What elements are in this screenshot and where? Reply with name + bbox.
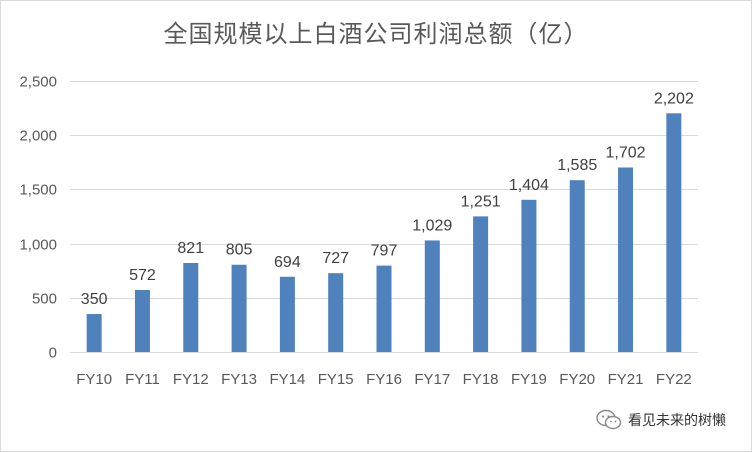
bar <box>328 273 344 352</box>
bar <box>569 180 585 352</box>
data-label: 797 <box>371 243 398 260</box>
data-label: 1,702 <box>606 145 646 162</box>
y-axis-ticks: 0 500 1,000 1,500 2,000 2,500 <box>19 74 57 362</box>
x-tick-label: FY20 <box>559 371 595 388</box>
bar <box>521 199 537 352</box>
x-tick-label: FY16 <box>366 371 402 388</box>
bar <box>424 240 440 352</box>
bar <box>618 167 634 352</box>
wechat-icon <box>596 409 622 431</box>
x-tick-label: FY11 <box>125 371 160 388</box>
bar <box>86 314 102 352</box>
data-label: 1,404 <box>509 177 549 194</box>
x-tick-label: FY10 <box>76 371 112 388</box>
bar <box>231 264 247 352</box>
data-label: 1,251 <box>461 193 501 210</box>
x-tick-label: FY18 <box>463 371 499 388</box>
bar <box>666 113 682 353</box>
x-tick-label: FY15 <box>318 371 354 388</box>
data-label: 727 <box>322 250 349 267</box>
data-label: 572 <box>129 267 156 284</box>
data-label: 805 <box>226 242 253 259</box>
bar <box>376 265 392 352</box>
data-labels: 350 572 821 805 694 727 797 1,029 1,251 1,404 1,58… <box>81 90 694 308</box>
data-label: 1,585 <box>557 157 597 174</box>
x-axis-ticks: FY10 FY11 FY12 FY13 FY14 FY15 FY16 FY17 FY18 FY19… <box>76 371 692 388</box>
data-label: 694 <box>274 254 301 271</box>
y-tick-label: 500 <box>32 291 57 308</box>
data-label: 350 <box>81 291 108 308</box>
y-tick-label: 1,500 <box>19 182 57 199</box>
y-tick-label: 1,000 <box>19 237 57 254</box>
bar <box>134 289 150 352</box>
bar <box>183 263 199 352</box>
watermark: 看见未来的树懒 <box>596 408 726 432</box>
watermark-text: 看见未来的树懒 <box>628 413 726 429</box>
data-label: 1,029 <box>412 217 452 234</box>
x-tick-label: FY19 <box>511 371 547 388</box>
bars <box>86 113 682 353</box>
x-tick-label: FY17 <box>414 371 450 388</box>
x-tick-label: FY13 <box>221 371 257 388</box>
x-tick-label: FY21 <box>608 371 644 388</box>
chart-title: 全国规模以上白酒公司利润总额（亿） <box>163 20 589 48</box>
x-tick-label: FY22 <box>656 371 692 388</box>
y-tick-label: 2,500 <box>19 74 57 91</box>
x-tick-label: FY12 <box>173 371 209 388</box>
y-tick-label: 2,000 <box>19 128 57 145</box>
bar <box>279 276 295 352</box>
data-label: 2,202 <box>654 90 694 107</box>
y-tick-label: 0 <box>49 345 57 362</box>
bar <box>473 216 489 352</box>
data-label: 821 <box>177 240 204 257</box>
x-tick-label: FY14 <box>269 371 305 388</box>
